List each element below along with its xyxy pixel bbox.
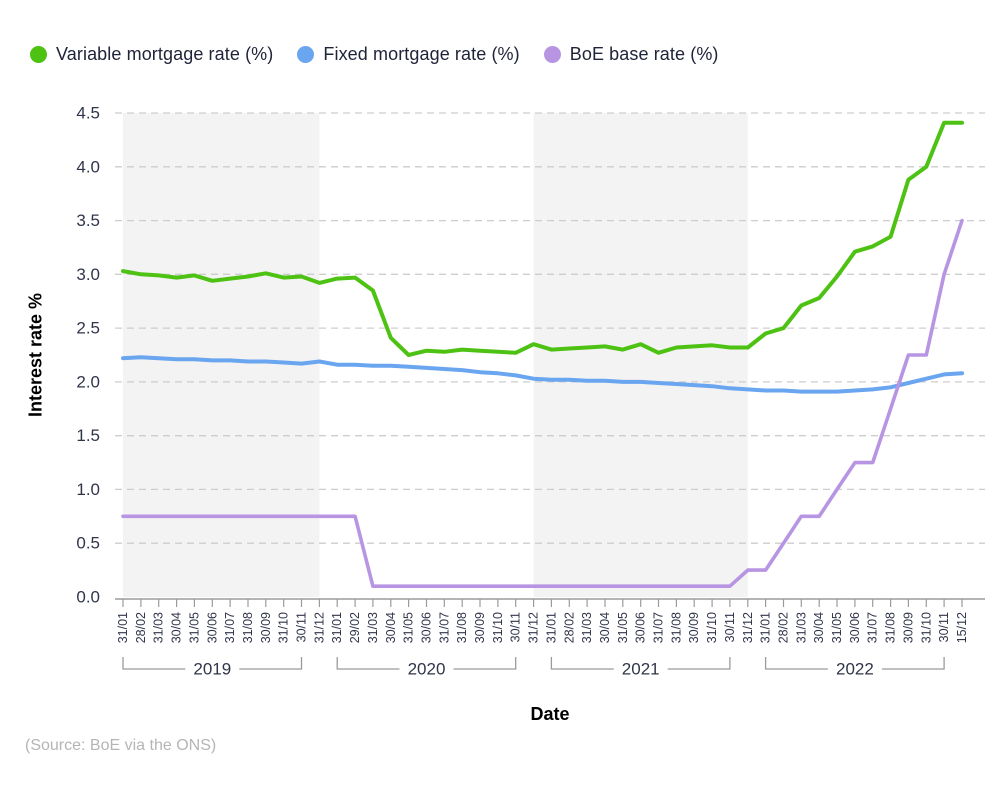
- x-tick-label: 31/07: [652, 612, 666, 643]
- x-tick-label: 30/09: [901, 612, 915, 643]
- legend-label-fixed: Fixed mortgage rate (%): [323, 44, 520, 64]
- legend-label-variable: Variable mortgage rate (%): [56, 44, 274, 64]
- x-tick-label: 28/02: [134, 612, 148, 643]
- x-tick-label: 31/03: [580, 612, 594, 643]
- x-tick-label: 30/11: [937, 612, 951, 642]
- x-tick-label: 31/05: [402, 612, 416, 643]
- x-tick-label: 31/05: [830, 612, 844, 643]
- legend-label-boe: BoE base rate (%): [569, 44, 719, 64]
- y-tick-label: 2.0: [76, 372, 100, 391]
- y-tick-label: 3.5: [76, 211, 100, 230]
- year-label: 2019: [193, 660, 231, 679]
- source-note: (Source: BoE via the ONS): [25, 737, 217, 754]
- legend-dot-boe-icon: [543, 46, 561, 63]
- x-tick-label: 31/01: [544, 612, 558, 643]
- x-tick-label: 30/11: [295, 612, 309, 642]
- year-label: 2020: [408, 660, 446, 679]
- x-tick-label: 31/07: [437, 612, 451, 643]
- x-tick-label: 31/08: [455, 612, 469, 643]
- x-tick-label: 29/02: [348, 612, 362, 643]
- year-bracket: [550, 657, 731, 670]
- x-tick-label: 31/01: [330, 612, 344, 643]
- x-tick-label: 31/10: [705, 612, 719, 643]
- x-tick-label: 30/06: [205, 612, 219, 643]
- y-axis-title: Interest rate %: [25, 292, 46, 418]
- year-label: 2022: [836, 660, 874, 679]
- y-tick-label: 1.5: [76, 426, 100, 445]
- x-tick-label: 30/06: [848, 612, 862, 643]
- legend-dot-fixed-icon: [297, 46, 315, 63]
- legend-item-fixed: Fixed mortgage rate (%): [297, 44, 520, 65]
- x-tick-label: 31/07: [866, 612, 880, 643]
- y-tick-label: 4.5: [76, 104, 100, 123]
- x-tick-label: 31/07: [223, 612, 237, 643]
- x-tick-label: 31/01: [116, 612, 130, 643]
- y-tick-label: 3.0: [76, 265, 100, 284]
- x-tick-label: 31/12: [527, 612, 541, 643]
- year-bracket: [122, 657, 303, 670]
- x-tick-label: 31/05: [187, 612, 201, 643]
- shaded-band: [123, 113, 320, 597]
- year-bracket: [336, 657, 517, 670]
- x-tick-label: 30/11: [509, 612, 523, 642]
- series-line-1: [121, 355, 964, 394]
- x-tick-label: 30/06: [634, 612, 648, 643]
- x-tick-label: 31/08: [669, 612, 683, 643]
- shaded-band: [533, 113, 748, 597]
- x-tick-label: 31/10: [491, 612, 505, 643]
- x-tick-label: 30/11: [723, 612, 737, 642]
- series-line-0: [121, 120, 964, 357]
- y-tick-label: 2.5: [76, 319, 100, 338]
- x-tick-label: 30/04: [384, 612, 398, 643]
- legend-item-variable: Variable mortgage rate (%): [30, 44, 273, 65]
- legend-item-boe: BoE base rate (%): [543, 44, 719, 65]
- x-axis-title: Date: [530, 704, 570, 724]
- x-tick-label: 30/09: [687, 612, 701, 643]
- x-tick-label: 30/09: [473, 612, 487, 643]
- x-tick-label: 28/02: [777, 612, 791, 643]
- x-tick-label: 31/08: [241, 612, 255, 643]
- x-tick-label: 31/12: [741, 612, 755, 643]
- y-tick-label: 0.0: [76, 588, 100, 607]
- x-tick-label: 31/01: [759, 612, 773, 643]
- legend-dot-variable-icon: [30, 46, 47, 63]
- x-tick-label: 30/04: [598, 612, 612, 643]
- y-tick-label: 0.5: [76, 534, 100, 553]
- x-tick-label: 28/02: [562, 612, 576, 643]
- chart-legend: Variable mortgage rate (%) Fixed mortgag…: [30, 44, 719, 65]
- x-tick-label: 31/05: [616, 612, 630, 643]
- series-line-2: [121, 218, 964, 589]
- x-tick-label: 30/06: [420, 612, 434, 643]
- year-label: 2021: [622, 660, 660, 679]
- y-tick-label: 4.0: [76, 157, 100, 176]
- x-tick-label: 30/09: [259, 612, 273, 643]
- x-tick-label: 30/04: [812, 612, 826, 643]
- x-tick-label: 31/10: [919, 612, 933, 643]
- x-tick-label: 31/12: [312, 612, 326, 643]
- x-tick-label: 31/10: [277, 612, 291, 643]
- x-tick-label: 30/04: [170, 612, 184, 643]
- y-tick-label: 1.0: [76, 480, 100, 499]
- x-tick-label: 15/12: [955, 612, 969, 643]
- x-tick-label: 31/03: [366, 612, 380, 643]
- year-bracket: [764, 657, 945, 670]
- x-tick-label: 31/03: [152, 612, 166, 643]
- x-tick-label: 31/03: [794, 612, 808, 643]
- x-tick-label: 31/08: [884, 612, 898, 643]
